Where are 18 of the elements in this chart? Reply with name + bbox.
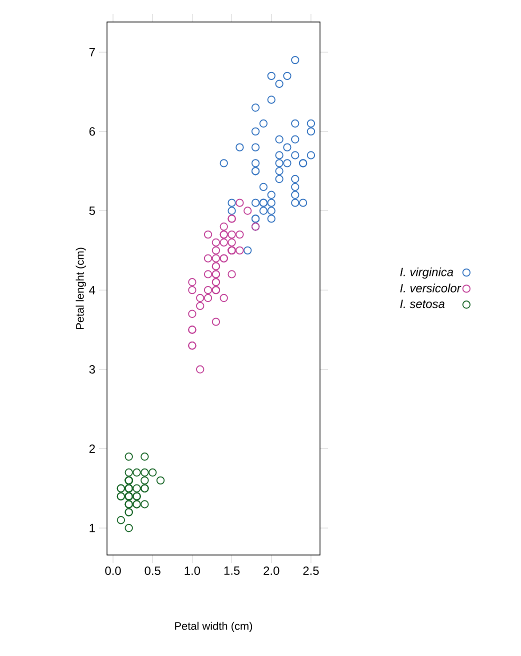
legend-label: I. virginica: [400, 267, 454, 279]
y-tick-label: 7: [89, 48, 95, 56]
x-tick-label: 0.0: [105, 566, 121, 575]
legend-label: I. setosa: [400, 300, 444, 308]
y-tick-label: 3: [89, 365, 95, 374]
legend-label: I. versicolor: [400, 284, 462, 292]
x-tick-label: 2.5: [303, 566, 319, 575]
y-tick-label: 2: [89, 444, 95, 453]
x-axis-title: Petal width (cm): [175, 622, 252, 632]
y-tick-label: 4: [89, 286, 96, 294]
y-tick-label: 5: [89, 206, 95, 215]
x-tick-label: 1.5: [224, 566, 240, 575]
x-tick-label: 2.0: [264, 566, 280, 575]
y-tick-label: 6: [89, 127, 95, 136]
x-tick-label: 0.5: [144, 566, 160, 575]
y-tick-label: 1: [90, 524, 95, 532]
x-tick-label: 1.0: [184, 566, 200, 575]
y-axis-title: Petal lenght (cm): [76, 248, 86, 329]
